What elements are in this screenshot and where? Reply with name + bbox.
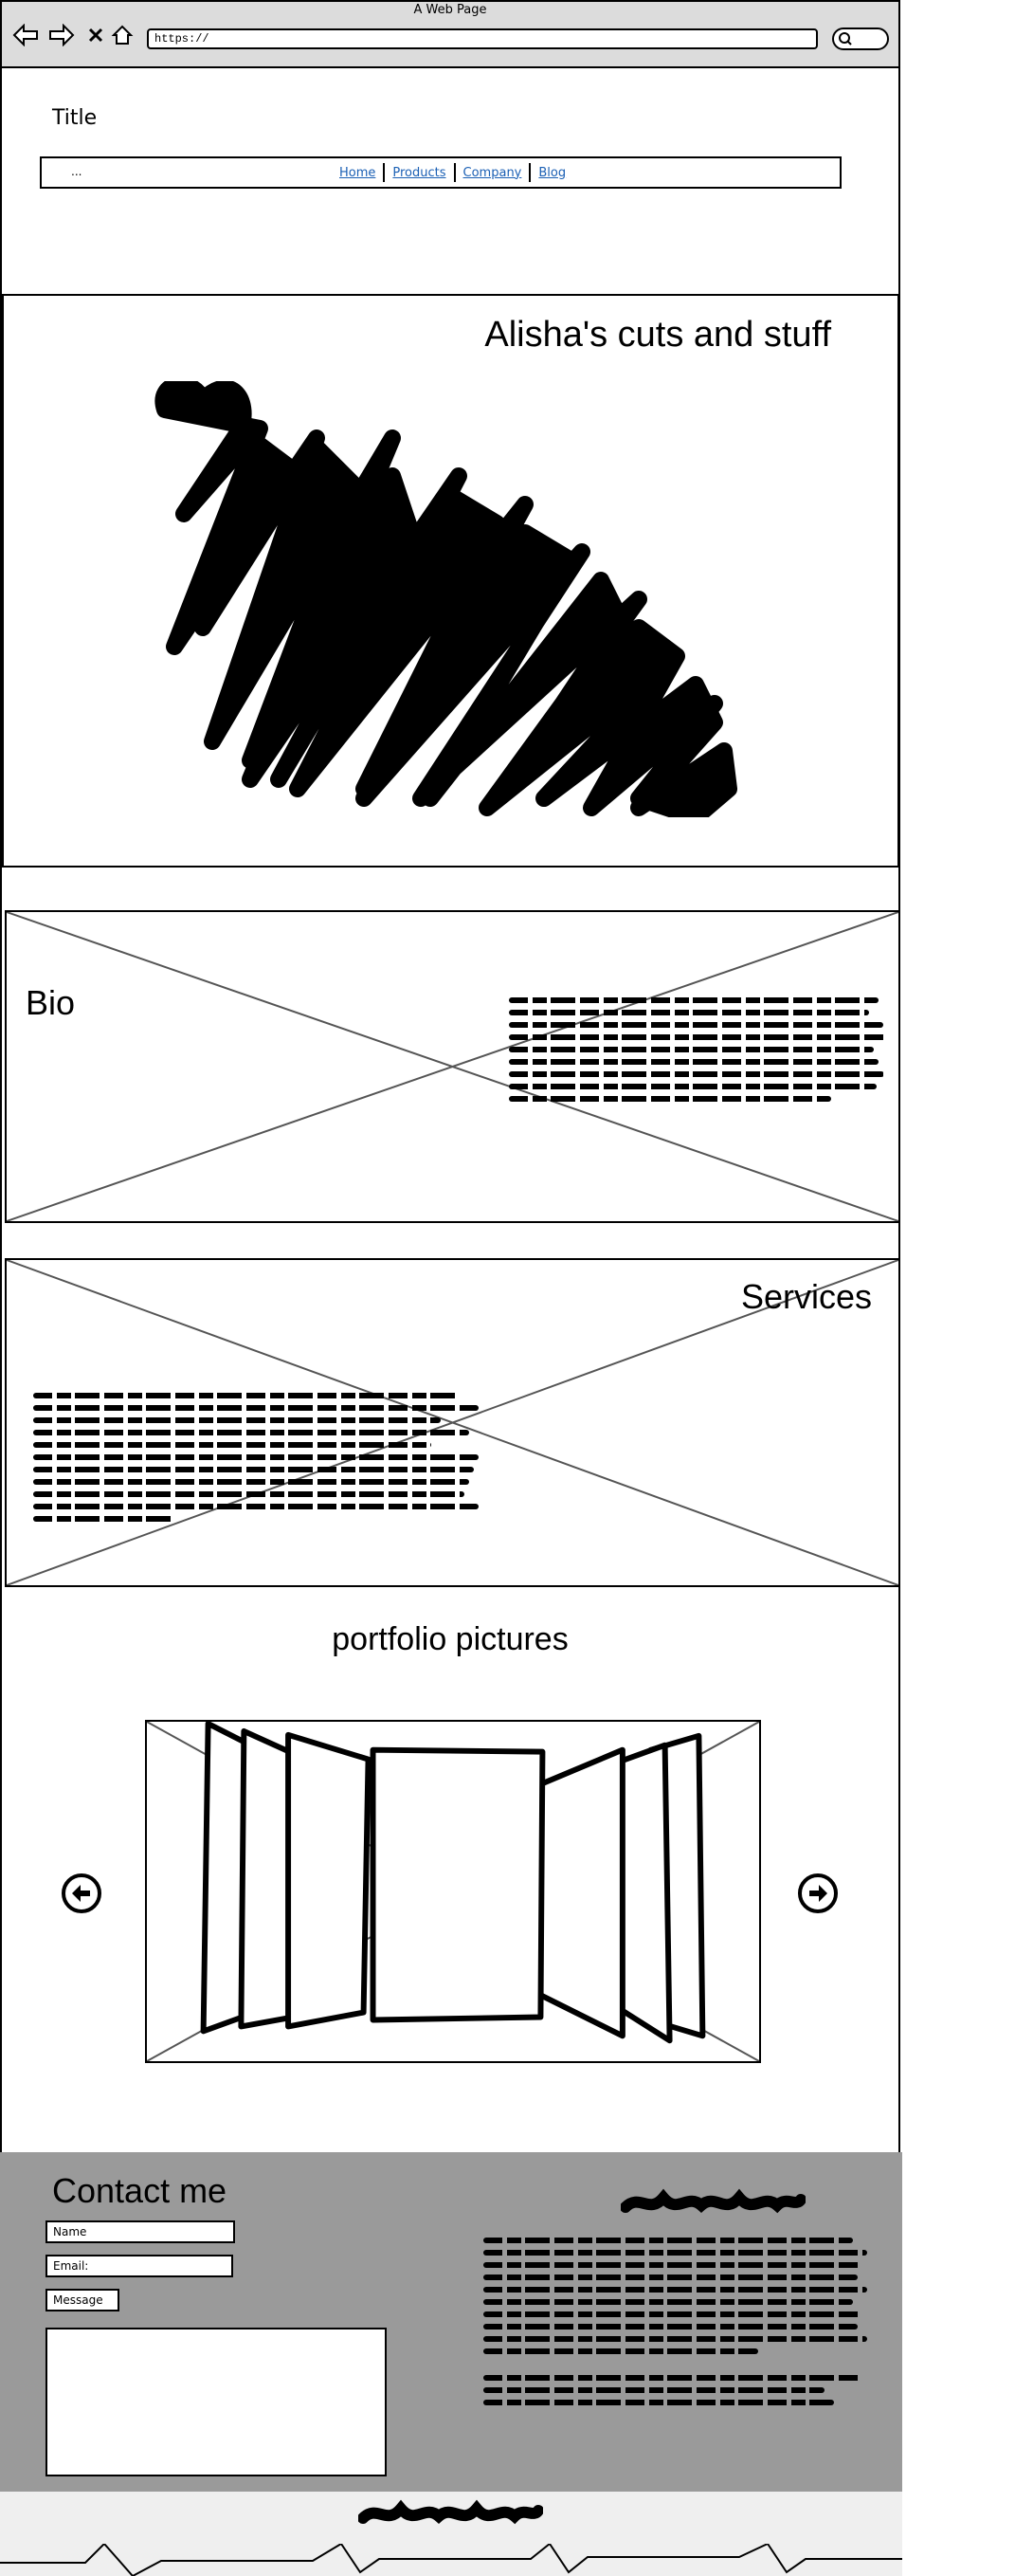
portfolio-title: portfolio pictures	[332, 1621, 569, 1657]
portfolio-carousel[interactable]	[145, 1720, 761, 2063]
nav-separator	[383, 163, 386, 182]
services-title: Services	[740, 1277, 872, 1316]
carousel-next-arrow-icon[interactable]	[798, 1873, 838, 1913]
nav-menu-dots[interactable]: ...	[71, 165, 82, 178]
services-section: Services	[5, 1258, 900, 1587]
nav-links: Home Products Company Blog	[332, 161, 573, 184]
search-icon	[839, 32, 852, 46]
nav-link-company[interactable]: Company	[462, 165, 522, 180]
contact-title: Contact me	[52, 2171, 227, 2210]
back-icon[interactable]	[11, 21, 40, 49]
nav-link-blog[interactable]: Blog	[538, 165, 567, 180]
nav-link-products[interactable]: Products	[392, 165, 446, 180]
email-field[interactable]: Email:	[45, 2255, 233, 2277]
url-input[interactable]: https://	[147, 28, 818, 49]
scribble-heading	[621, 2188, 806, 2214]
contact-text-block	[483, 2238, 872, 2405]
carousel-prev-arrow-icon[interactable]	[62, 1873, 101, 1913]
forward-icon[interactable]	[47, 21, 76, 49]
nav-link-home[interactable]: Home	[339, 165, 376, 180]
bio-title: Bio	[26, 983, 76, 1022]
home-icon[interactable]	[108, 21, 136, 49]
services-text-block	[33, 1393, 493, 1522]
footer	[0, 2492, 902, 2576]
nav-separator	[453, 163, 456, 182]
site-title: Title	[52, 106, 98, 130]
scribble-footer-text	[358, 2499, 543, 2525]
message-textarea[interactable]	[45, 2328, 387, 2476]
nav-separator	[529, 163, 532, 182]
torn-edge	[0, 2544, 902, 2576]
nav-bar	[40, 156, 842, 189]
window-title: A Web Page	[413, 3, 487, 17]
name-field[interactable]: Name	[45, 2220, 235, 2243]
close-icon[interactable]	[82, 21, 110, 49]
scribble-image	[154, 381, 737, 817]
cover-flow-image	[147, 1722, 759, 2061]
bio-text-block	[509, 997, 888, 1102]
hero-title: Alisha's cuts and stuff	[484, 315, 831, 355]
search-field[interactable]	[832, 27, 889, 50]
message-label: Message	[45, 2289, 119, 2311]
contact-section: Contact me Name Email: Message	[0, 2152, 902, 2492]
hero-section: Alisha's cuts and stuff	[2, 294, 899, 868]
bio-section: Bio	[5, 910, 900, 1223]
